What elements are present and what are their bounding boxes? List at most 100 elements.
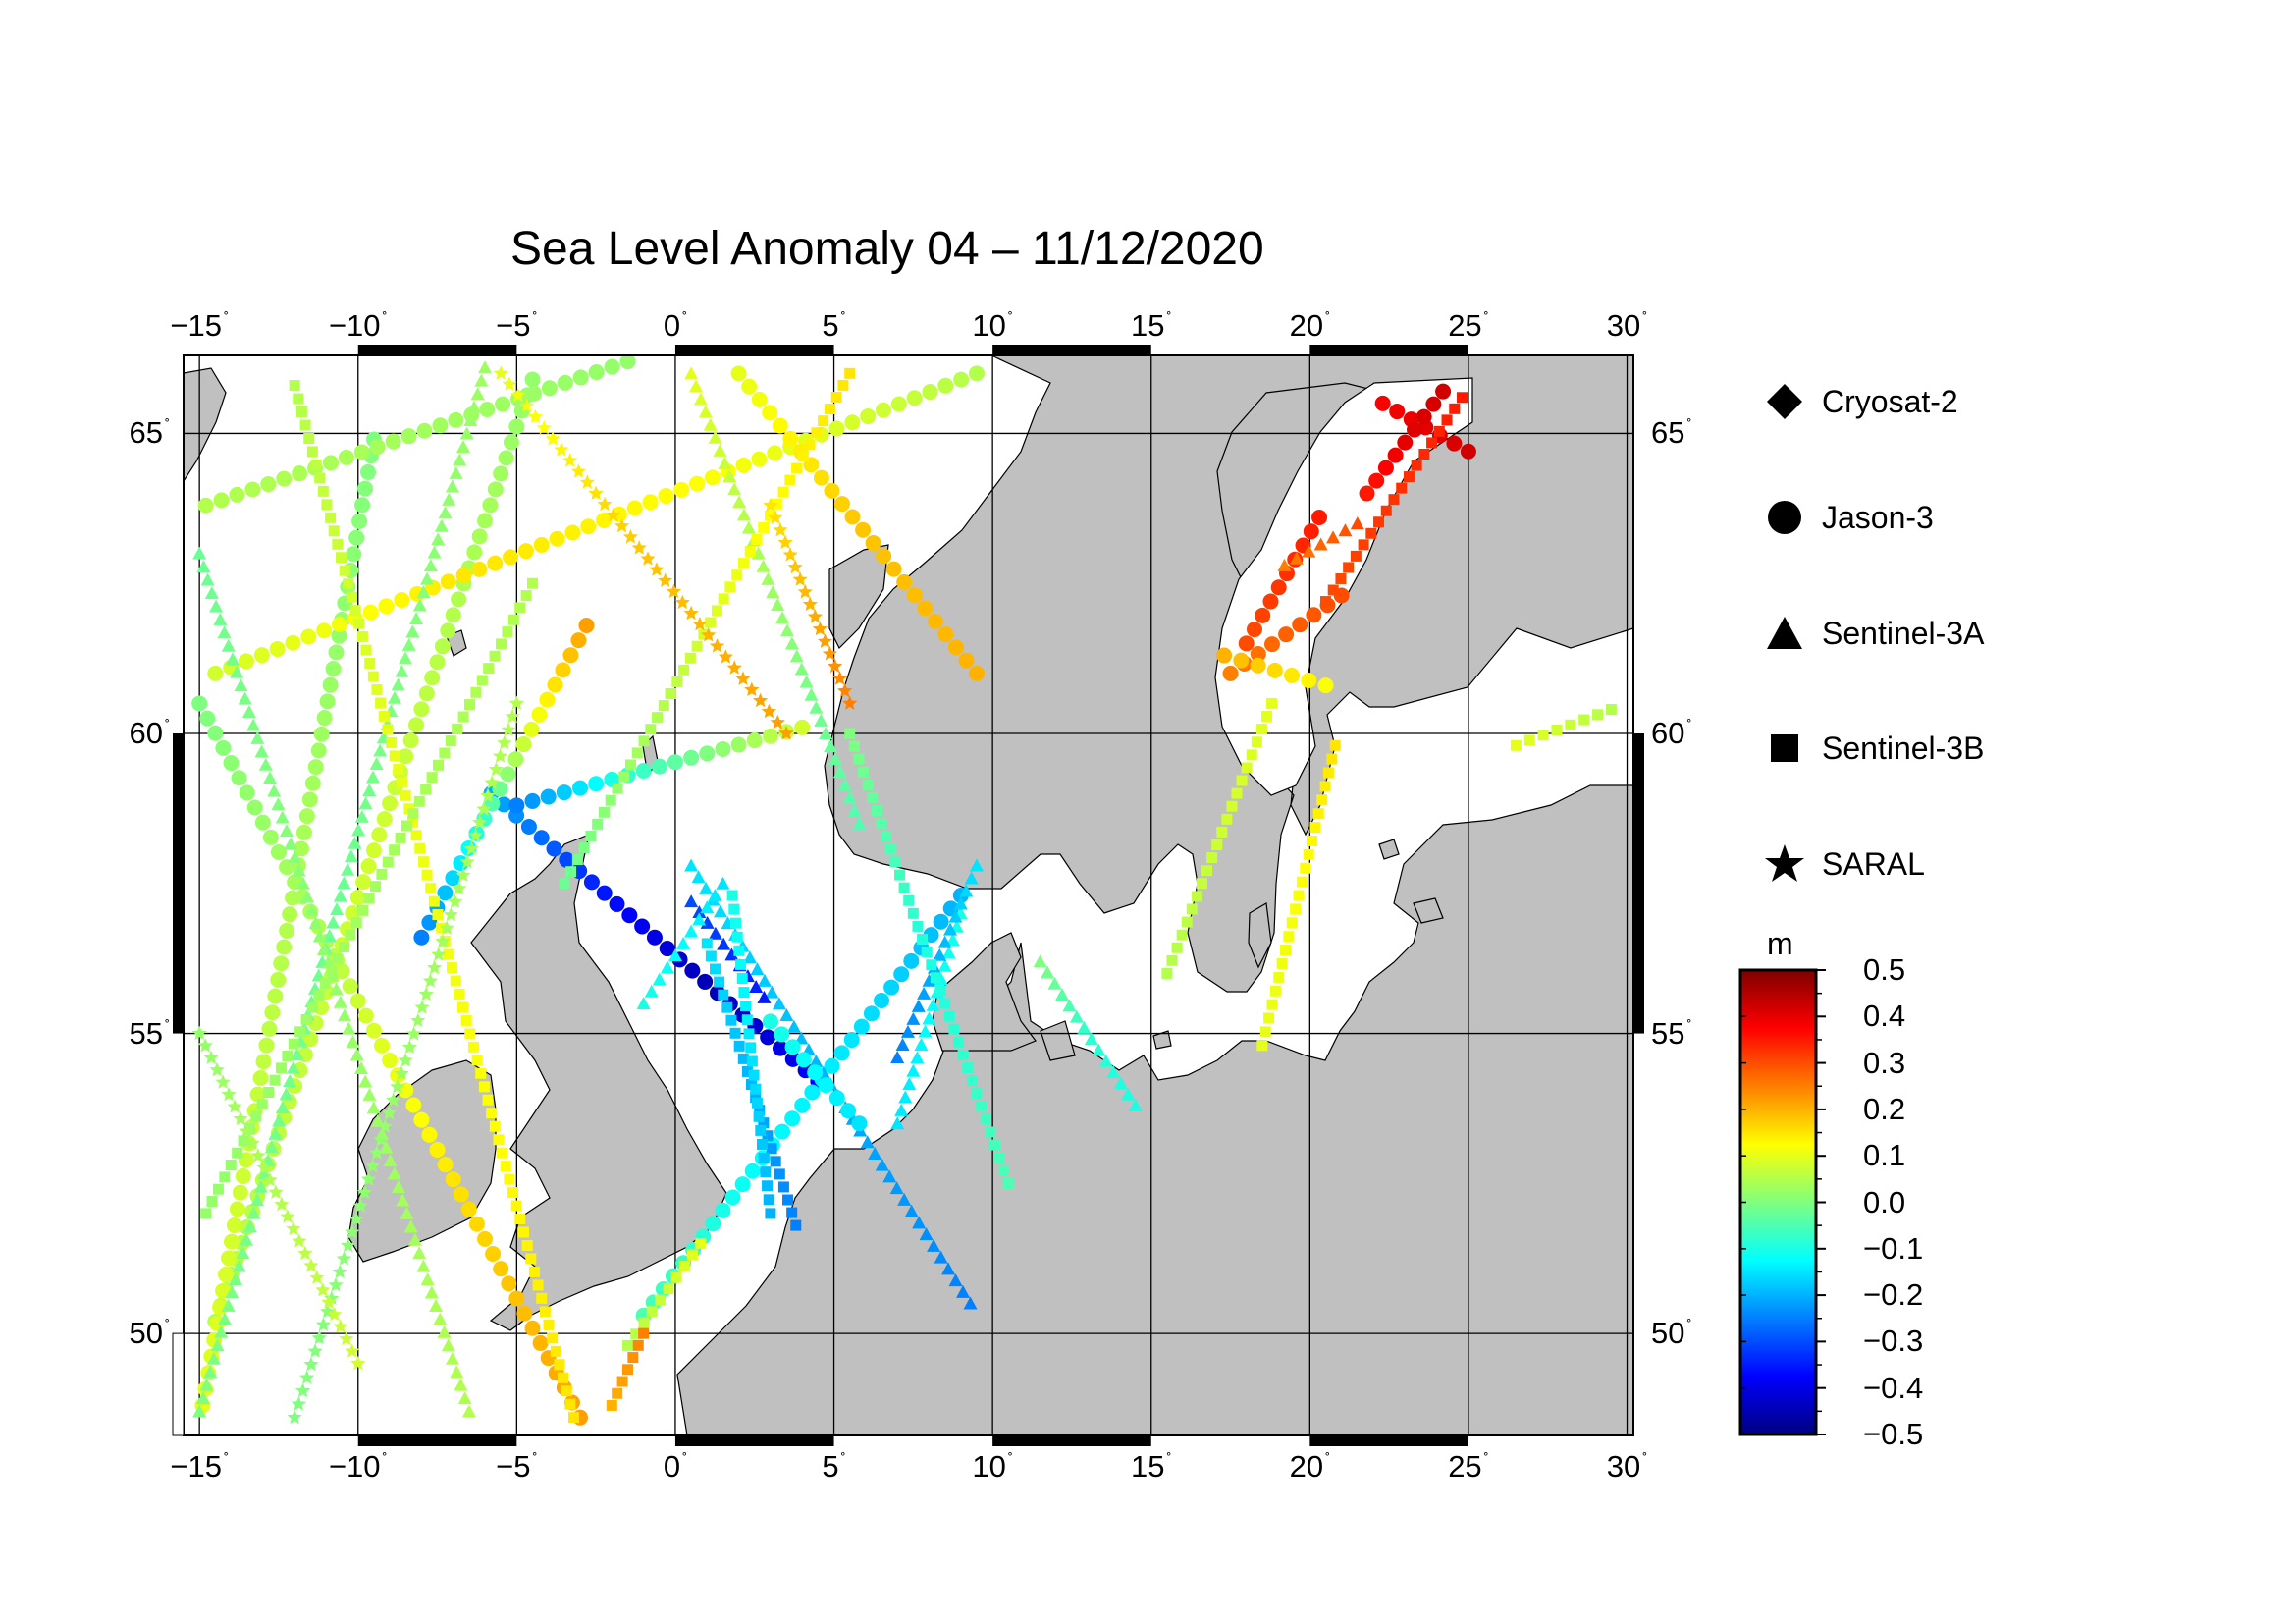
sentinel-3a-point xyxy=(195,1391,210,1405)
jason-3-point xyxy=(331,617,347,633)
sentinel-3a-point xyxy=(692,904,707,918)
sentinel-3b-point xyxy=(830,391,842,403)
sentinel-3b-point xyxy=(420,784,432,795)
longitude-label: 20 ˚ xyxy=(1289,308,1331,343)
longitude-label: −5 ˚ xyxy=(496,1449,538,1484)
jason-3-point xyxy=(730,365,747,382)
sentinel-3a-point xyxy=(362,783,377,796)
saral-point xyxy=(488,761,504,777)
saral-point xyxy=(447,893,463,908)
sentinel-3b-point xyxy=(678,664,690,676)
sentinel-3b-point xyxy=(844,728,856,739)
jason-3-point xyxy=(351,513,368,529)
jason-3-point xyxy=(562,647,579,664)
sentinel-3a-point xyxy=(225,652,240,666)
jason-3-point xyxy=(1301,673,1317,689)
sentinel-3b-point xyxy=(1161,967,1173,979)
legend-item-sentinel-3a: Sentinel-3A xyxy=(1763,609,1984,658)
sentinel-3b-point xyxy=(470,686,482,698)
jason-3-point xyxy=(642,494,659,511)
sentinel-3b-point xyxy=(299,419,311,431)
jason-3-point xyxy=(635,763,652,780)
sentinel-3b-point xyxy=(733,1040,745,1052)
longitude-label: −5 ˚ xyxy=(496,308,538,343)
sentinel-3a-point xyxy=(454,1378,468,1391)
sentinel-3a-point xyxy=(316,943,331,955)
sentinel-3b-point xyxy=(417,856,429,868)
sentinel-3b-point xyxy=(701,938,713,949)
saral-point xyxy=(768,510,783,524)
longitude-label: 15 ˚ xyxy=(1130,1449,1172,1484)
sentinel-3a-point xyxy=(898,1090,913,1104)
sentinel-3b-point xyxy=(655,1294,667,1306)
sentinel-3b-point xyxy=(744,546,756,558)
sentinel-3a-point xyxy=(875,1158,889,1171)
sentinel-3a-point xyxy=(228,1271,242,1285)
jason-3-point xyxy=(626,500,643,516)
jason-3-point xyxy=(279,922,295,939)
jason-3-point xyxy=(937,377,954,394)
sentinel-3a-point xyxy=(192,1404,207,1418)
sentinel-3b-point xyxy=(791,462,803,474)
saral-point xyxy=(787,559,803,574)
sentinel-3a-point xyxy=(1092,1043,1106,1056)
sentinel-3a-point xyxy=(919,1227,934,1241)
jason-3-point xyxy=(1246,622,1262,638)
saral-point xyxy=(792,571,808,586)
saral-point xyxy=(493,365,508,380)
sentinel-3b-point xyxy=(1426,437,1438,449)
sentinel-3b-point xyxy=(528,1266,540,1277)
sentinel-3b-point xyxy=(303,432,315,444)
sentinel-3a-point xyxy=(437,1325,452,1338)
saral-point xyxy=(480,787,496,803)
jason-3-point xyxy=(744,1163,761,1179)
sentinel-3a-point xyxy=(346,1035,360,1049)
sentinel-3b-point xyxy=(645,724,657,735)
sentinel-3a-point xyxy=(300,890,315,903)
saral-point xyxy=(837,682,853,698)
jason-3-point xyxy=(953,371,970,388)
jason-3-point xyxy=(382,795,399,812)
sentinel-3a-point xyxy=(941,946,956,959)
saral-point xyxy=(718,649,733,664)
jason-3-point xyxy=(429,654,446,671)
sentinel-3b-point xyxy=(751,533,763,545)
jason-3-point xyxy=(453,1186,469,1203)
sentinel-3a-point xyxy=(868,1146,882,1160)
jason-3-point xyxy=(360,463,377,480)
sentinel-3b-point xyxy=(678,1261,690,1272)
saral-point xyxy=(692,616,708,631)
jason-3-point xyxy=(207,665,224,681)
sentinel-3a-point xyxy=(890,1051,905,1063)
sentinel-3b-point xyxy=(345,929,356,941)
jason-3-point xyxy=(906,587,923,604)
sentinel-3a-point xyxy=(478,360,493,374)
saral-point xyxy=(268,1184,284,1199)
sentinel-3b-point xyxy=(726,890,738,901)
jason-3-point xyxy=(199,710,216,727)
jason-3-point xyxy=(301,791,318,808)
jason-3-point xyxy=(229,1201,245,1217)
jason-3-point xyxy=(434,638,451,655)
jason-3-point xyxy=(508,418,525,435)
sentinel-3b-point xyxy=(436,922,448,934)
sentinel-3a-point xyxy=(383,1154,398,1167)
latitude-label: 65 ˚ xyxy=(1651,415,1692,451)
sentinel-3a-point xyxy=(933,947,947,961)
jason-3-point xyxy=(958,652,975,669)
sentinel-3a-point xyxy=(1313,537,1328,551)
sentinel-3a-point xyxy=(405,624,420,638)
sentinel-3b-point xyxy=(521,1239,533,1251)
sentinel-3b-point xyxy=(1380,505,1392,516)
sentinel-3a-point xyxy=(742,950,757,964)
jason-3-point xyxy=(555,662,571,678)
jason-3-point xyxy=(547,676,563,693)
sentinel-3b-point xyxy=(770,1156,781,1167)
jason-3-point xyxy=(937,626,954,643)
sentinel-3a-point xyxy=(660,960,674,974)
jason-3-point xyxy=(448,411,464,428)
jason-3-point xyxy=(699,745,716,762)
sentinel-3a-point xyxy=(700,915,715,929)
sentinel-3b-point xyxy=(948,1023,960,1035)
saral-point xyxy=(373,1131,389,1147)
